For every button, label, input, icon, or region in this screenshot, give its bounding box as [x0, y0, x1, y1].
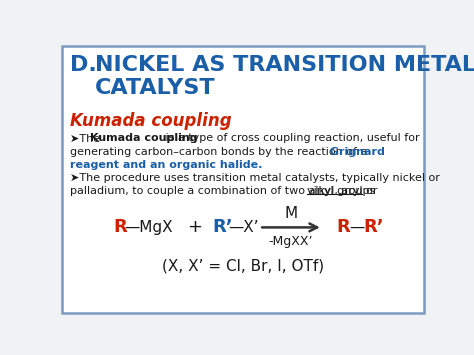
Text: ➤The: ➤The: [70, 133, 104, 143]
Text: R’: R’: [363, 218, 383, 236]
Text: —X’: —X’: [228, 220, 259, 235]
Text: -MgXX’: -MgXX’: [269, 235, 313, 248]
Text: reagent and an organic halide.: reagent and an organic halide.: [70, 160, 263, 170]
Text: CATALYST: CATALYST: [95, 78, 216, 98]
Text: Kumada coupling: Kumada coupling: [90, 133, 198, 143]
FancyBboxPatch shape: [63, 46, 423, 313]
Text: +: +: [187, 218, 202, 236]
Text: generating carbon–carbon bonds by the reaction of a: generating carbon–carbon bonds by the re…: [70, 147, 367, 157]
Text: ➤The procedure uses transition metal catalysts, typically nickel or: ➤The procedure uses transition metal cat…: [70, 173, 440, 183]
Text: R’: R’: [213, 218, 233, 236]
Text: R: R: [337, 218, 350, 236]
Text: palladium, to couple a combination of two alkyl, aryl or: palladium, to couple a combination of tw…: [70, 186, 378, 196]
Text: R: R: [113, 218, 127, 236]
Text: (X, X’ = Cl, Br, I, OTf): (X, X’ = Cl, Br, I, OTf): [162, 258, 324, 273]
Text: vinyl groups: vinyl groups: [307, 186, 375, 196]
Text: —: —: [349, 220, 365, 235]
FancyArrowPatch shape: [262, 224, 317, 231]
Text: is a type of cross coupling reaction, useful for: is a type of cross coupling reaction, us…: [162, 133, 420, 143]
Text: Kumada coupling: Kumada coupling: [70, 112, 232, 130]
Text: NICKEL AS TRANSITION METAL: NICKEL AS TRANSITION METAL: [95, 55, 474, 75]
Text: M: M: [284, 206, 298, 221]
Text: Grignard: Grignard: [326, 147, 385, 157]
Text: D.: D.: [70, 55, 97, 75]
Text: —MgX: —MgX: [124, 220, 173, 235]
